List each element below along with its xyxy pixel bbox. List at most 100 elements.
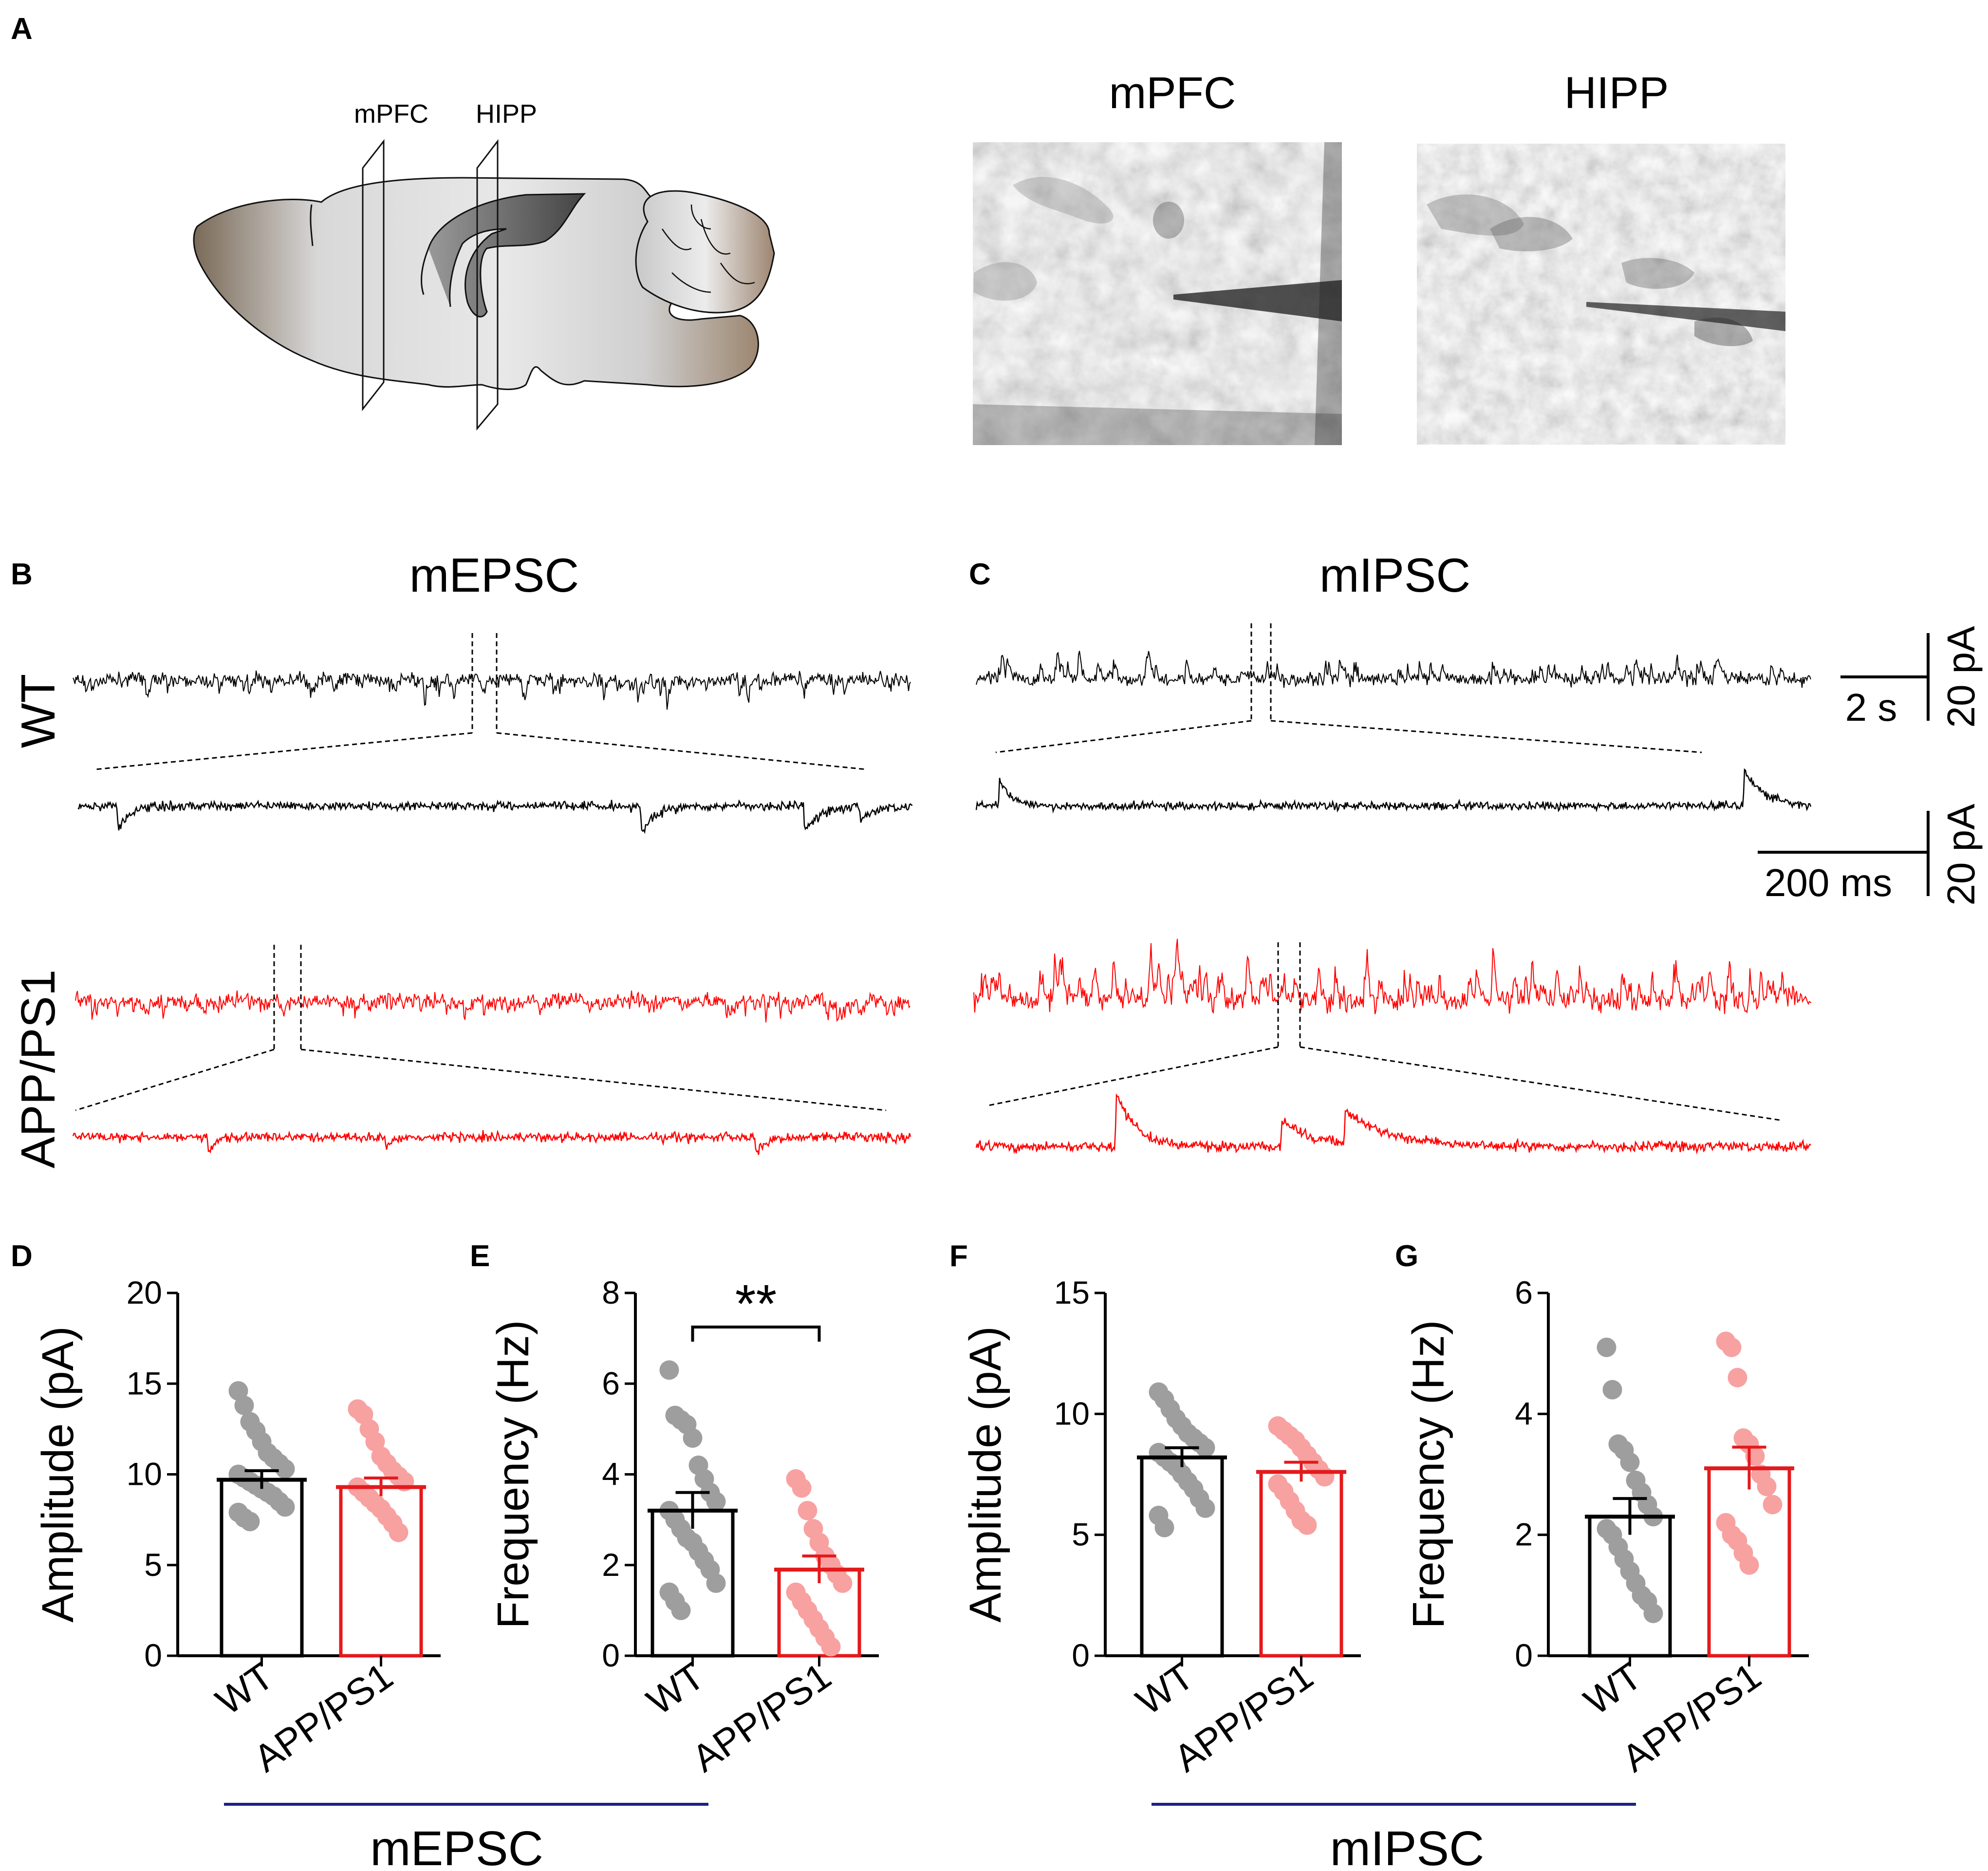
scale-bar-amp-bottom: 20 pA (1939, 804, 1983, 906)
data-point (683, 1428, 703, 1448)
y-tick-label: 0 (602, 1637, 620, 1673)
scale-bar-amp-top: 20 pA (1939, 626, 1983, 728)
bar-app-ps1 (1259, 1470, 1343, 1658)
data-point (1154, 1517, 1174, 1537)
data-point (1757, 1477, 1777, 1497)
data-point (798, 1501, 817, 1520)
row-label-wt: WT (11, 674, 65, 748)
y-axis-label: Amplitude (pA) (961, 1326, 1010, 1622)
y-tick-label: 15 (127, 1365, 162, 1401)
data-point (1620, 1452, 1640, 1472)
x-tick-label: WT (1128, 1654, 1201, 1723)
trace-mepsc-wt-zoom (77, 799, 913, 834)
y-tick-label: 2 (602, 1547, 620, 1583)
micrograph-title-mpfc: mPFC (1109, 68, 1236, 118)
trace-mipsc-app-full (973, 938, 1812, 1014)
y-tick-label: 10 (1054, 1395, 1090, 1431)
y-tick-label: 8 (602, 1274, 620, 1310)
hipp-slice-plane (476, 139, 499, 431)
micrograph-hipp (1417, 144, 1785, 445)
data-point (706, 1492, 726, 1512)
data-point (1739, 1555, 1759, 1575)
data-point (659, 1360, 679, 1380)
y-tick-label: 6 (1515, 1274, 1533, 1310)
group-label-mipsc: mIPSC (1330, 1821, 1485, 1871)
data-point (234, 1395, 254, 1415)
slice-label-hipp: HIPP (476, 99, 537, 129)
data-point (833, 1573, 853, 1593)
trace-mipsc-wt-zoom (975, 768, 1812, 814)
group-label-mepsc: mEPSC (370, 1821, 543, 1871)
data-point (1643, 1604, 1663, 1624)
y-tick-label: 15 (1054, 1274, 1090, 1310)
panel-letter-g: G (1395, 1239, 1418, 1273)
scale-bar-bottom: 200 ms 20 pA (1758, 804, 1983, 906)
panel-letter-b: B (11, 558, 33, 591)
y-tick-label: 4 (602, 1456, 620, 1492)
trace-mepsc-app-full (75, 990, 910, 1023)
data-point (275, 1459, 295, 1479)
panel-letter-a: A (11, 12, 33, 46)
trace-title-mepsc: mEPSC (409, 548, 579, 602)
current-traces (72, 651, 1812, 1155)
data-point (1297, 1515, 1317, 1535)
y-tick-label: 5 (1072, 1516, 1090, 1553)
trace-title-mipsc: mIPSC (1319, 548, 1470, 602)
brain-schematic: mPFC HIPP (193, 99, 775, 431)
trace-mepsc-wt-full (73, 670, 911, 710)
scale-bar-top: 2 s 20 pA (1840, 626, 1983, 729)
data-point (1195, 1438, 1215, 1458)
y-tick-label: 2 (1515, 1516, 1533, 1553)
trace-mepsc-app-zoom (72, 1129, 911, 1155)
y-axis-label: Frequency (Hz) (1404, 1320, 1453, 1629)
trace-mipsc-wt-full (976, 651, 1811, 688)
data-point (1195, 1498, 1215, 1518)
x-tick-label: WT (639, 1654, 712, 1723)
x-tick-label: WT (1576, 1654, 1649, 1723)
y-tick-label: 0 (1515, 1637, 1533, 1673)
data-point (706, 1573, 726, 1593)
data-point (1728, 1367, 1747, 1387)
zoom-guides (75, 623, 1780, 1121)
significance-label: ** (735, 1274, 777, 1334)
y-axis-label: Amplitude (pA) (33, 1326, 83, 1622)
y-tick-label: 5 (144, 1547, 162, 1583)
y-tick-label: 0 (144, 1637, 162, 1673)
panel-letter-e: E (470, 1239, 490, 1273)
y-tick-label: 20 (127, 1274, 162, 1310)
y-tick-label: 4 (1515, 1395, 1533, 1431)
cerebellum (635, 190, 775, 314)
data-point (1315, 1467, 1335, 1487)
panel-letter-f: F (949, 1239, 968, 1273)
micrograph-title-hipp: HIPP (1564, 68, 1669, 118)
y-tick-label: 10 (127, 1456, 162, 1492)
panel-letter-c: C (969, 558, 991, 591)
data-point (1722, 1337, 1742, 1357)
y-tick-label: 0 (1072, 1637, 1090, 1673)
data-point (1602, 1380, 1622, 1400)
data-point (275, 1497, 295, 1517)
y-axis-label: Frequency (Hz) (488, 1320, 538, 1629)
data-point (792, 1478, 812, 1498)
mpfc-slice-plane (362, 139, 385, 412)
data-point (240, 1512, 260, 1532)
data-point (1597, 1337, 1616, 1357)
data-point (1763, 1495, 1783, 1515)
data-point (671, 1600, 691, 1620)
micrograph-mpfc (973, 142, 1342, 445)
data-point (821, 1637, 841, 1657)
row-label-app: APP/PS1 (11, 970, 65, 1169)
x-tick-label: APP/PS1 (684, 1654, 838, 1780)
data-point (389, 1522, 409, 1542)
scale-bar-time-2s: 2 s (1845, 686, 1897, 729)
significance-bracket (691, 1326, 821, 1342)
slice-label-mpfc: mPFC (354, 99, 428, 129)
y-tick-label: 6 (602, 1365, 620, 1401)
scale-bar-time-200ms: 200 ms (1765, 861, 1892, 904)
